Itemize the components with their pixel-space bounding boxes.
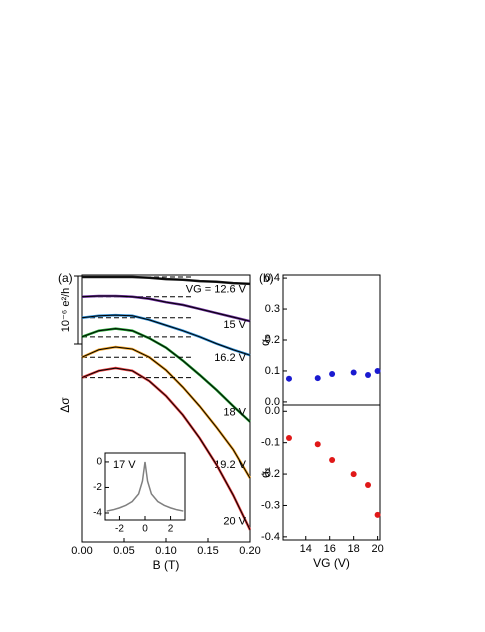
data-point (285, 375, 292, 382)
y-tick-label: 0.3 (265, 303, 280, 315)
fit-curve (82, 276, 251, 285)
y-tick-label: 0.0 (265, 396, 280, 408)
panel-label: (a) (58, 271, 73, 285)
x-tick-label: 0.15 (197, 545, 218, 557)
x-tick-label: 16 (324, 543, 336, 555)
x-tick-label: 2 (168, 524, 174, 535)
data-point (365, 371, 372, 378)
panel-label: (b) (259, 271, 274, 285)
curve-label: 15 V (223, 319, 246, 331)
y-tick-label: 0.0 (265, 405, 280, 417)
y-tick-label: -0.4 (261, 531, 280, 543)
data-point (374, 367, 381, 374)
plot-frame (282, 274, 381, 406)
data-curve (106, 461, 184, 512)
y-tick-label: -0.3 (261, 499, 280, 511)
data-point (329, 456, 336, 463)
x-tick-label: 14 (300, 543, 312, 555)
x-tick-label: 20 (371, 543, 383, 555)
fit-curve (81, 295, 251, 322)
data-point (329, 371, 336, 378)
y-tick-label: -2 (93, 482, 102, 493)
y-axis-label: α₁ (258, 467, 272, 478)
x-tick-label: 0.05 (113, 545, 134, 557)
data-point (314, 375, 321, 382)
x-axis-label: VG (V) (313, 556, 350, 570)
data-point (365, 482, 372, 489)
curve-label: 18 V (223, 407, 246, 419)
x-tick-label: 18 (348, 543, 360, 555)
annotation: 17 V (113, 459, 136, 471)
y-tick-label: -4 (93, 508, 102, 519)
curve-label: VG = 12.6 V (186, 284, 247, 296)
y-tick-label: 0 (96, 457, 102, 468)
fit-curve (81, 314, 251, 356)
data-point (350, 369, 357, 376)
data-point (350, 471, 357, 478)
y-tick-label: 0.2 (265, 334, 280, 346)
curve-label: 20 V (223, 516, 246, 528)
y-tick-label: -0.2 (261, 468, 280, 480)
y-tick-label: 0.4 (265, 272, 280, 284)
x-tick-label: 0 (142, 524, 148, 535)
data-point (374, 511, 381, 518)
fit-curve (81, 367, 251, 530)
curve-label: 16.2 V (214, 352, 246, 364)
y-tick-label: -0.1 (261, 437, 280, 449)
y-axis-label: α₀ (258, 334, 272, 346)
plot-frame (282, 404, 381, 541)
x-tick-label: 0.20 (239, 545, 260, 557)
x-axis-label: B (T) (153, 558, 180, 572)
x-tick-label: -2 (115, 524, 124, 535)
data-point (314, 441, 321, 448)
x-tick-label: 0.00 (71, 545, 92, 557)
fit-curve (81, 328, 251, 423)
scale-bar-label: 10⁻⁶ e²/h (60, 288, 72, 333)
curve-label: 19.2 V (214, 459, 246, 471)
data-point (285, 434, 292, 441)
x-tick-label: 0.10 (155, 545, 176, 557)
y-axis-label: Δσ (58, 397, 72, 413)
fit-curve (81, 346, 251, 479)
y-tick-label: 0.1 (265, 365, 280, 377)
